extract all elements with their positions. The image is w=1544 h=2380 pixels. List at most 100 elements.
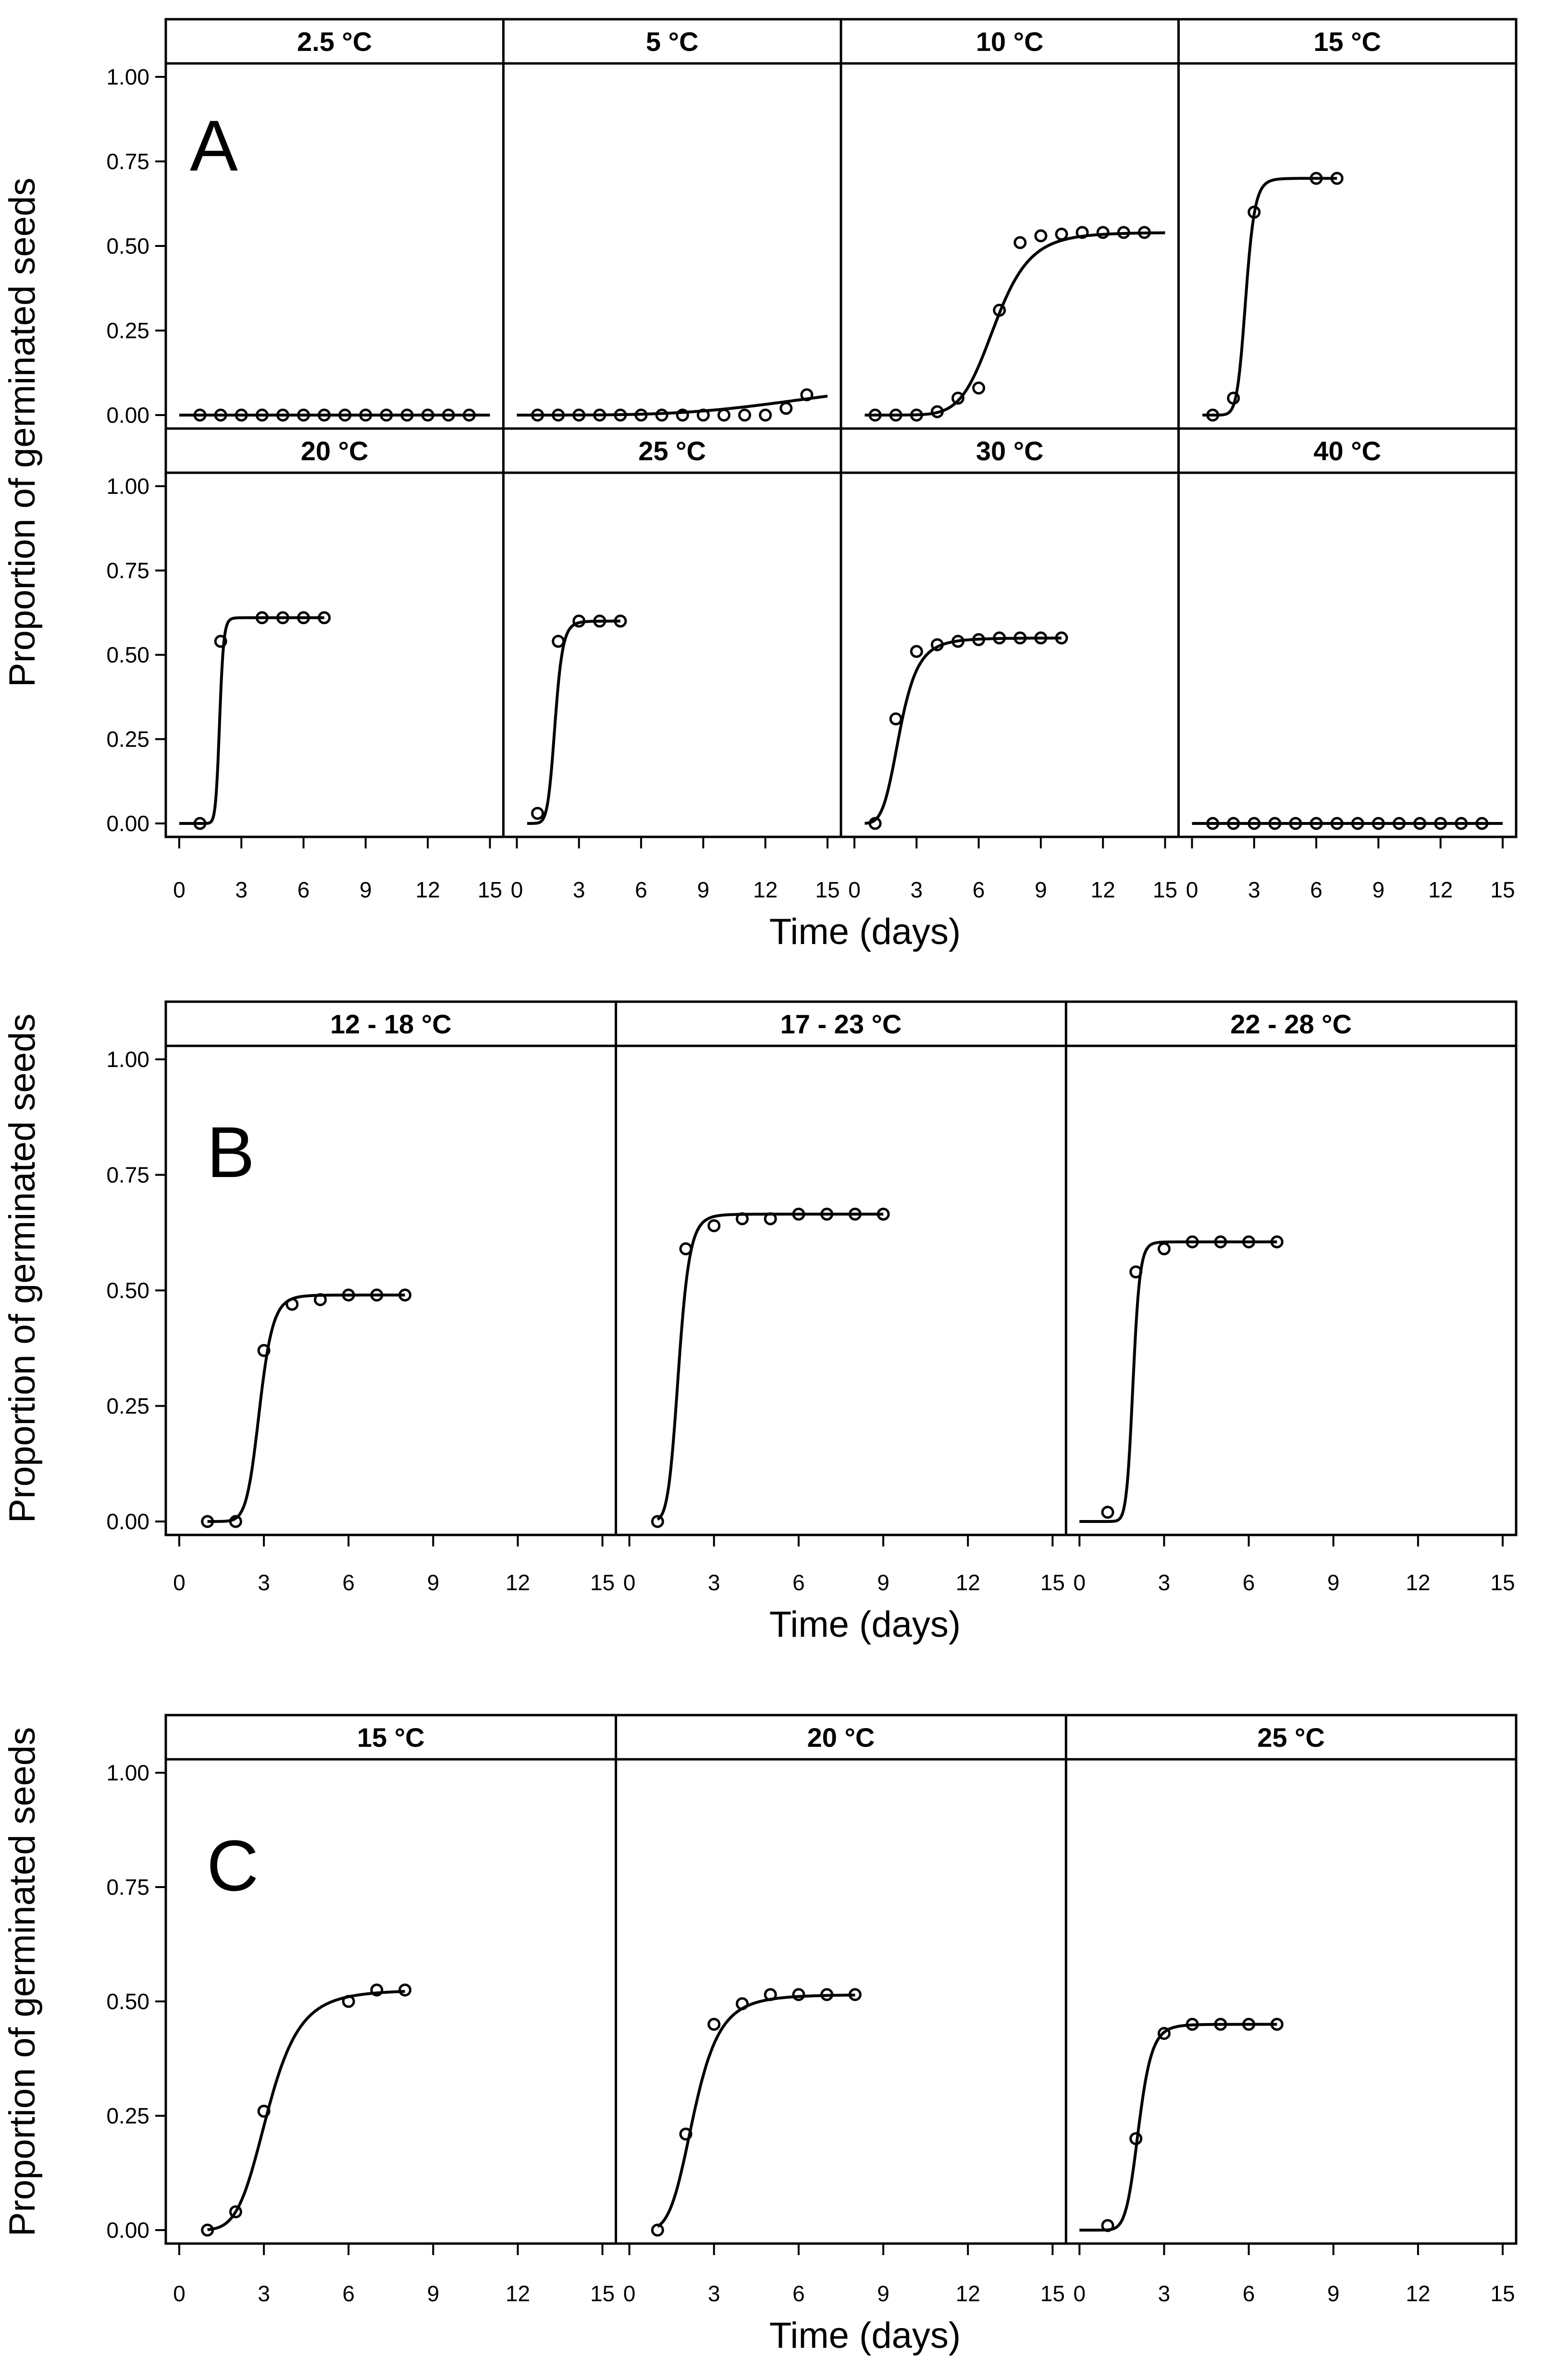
- x-tick-label: 3: [258, 2281, 270, 2306]
- x-tick-label: 3: [708, 1570, 720, 1595]
- data-point: [359, 408, 372, 422]
- data-point: [738, 408, 752, 422]
- data-point: [951, 635, 964, 648]
- x-tick-label: 3: [573, 877, 585, 902]
- data-point: [1393, 817, 1406, 830]
- y-tick-label: 0.00: [106, 2218, 149, 2243]
- data-point: [214, 635, 227, 648]
- x-tick-label: 12: [1091, 877, 1115, 902]
- x-tick-label: 0: [173, 1570, 185, 1595]
- x-tick-label: 9: [1327, 2281, 1340, 2306]
- data-point: [285, 1298, 299, 1311]
- data-point: [614, 408, 627, 422]
- data-point: [1186, 1235, 1199, 1249]
- data-point: [764, 1988, 777, 2001]
- x-tick-label: 3: [911, 877, 923, 902]
- data-point: [889, 712, 902, 725]
- strip-label: 25 °C: [1257, 1722, 1325, 1753]
- x-tick-label: 9: [359, 877, 372, 902]
- data-point: [736, 1212, 749, 1226]
- data-point: [1270, 2018, 1284, 2031]
- data-point: [736, 1997, 749, 2011]
- strip-label: 17 - 23 °C: [780, 1009, 902, 1039]
- y-tick-label: 0.75: [106, 1163, 149, 1188]
- data-point: [370, 1983, 383, 1997]
- data-point: [229, 1515, 242, 1528]
- y-tick-label: 0.50: [106, 1278, 149, 1303]
- data-point: [257, 1344, 271, 1357]
- strip-background: [503, 429, 841, 473]
- x-tick-label: 12: [506, 2281, 530, 2306]
- data-point: [1129, 1265, 1143, 1279]
- data-point: [1096, 226, 1110, 239]
- strip-label: 22 - 28 °C: [1230, 1009, 1352, 1039]
- panel: 12 - 18 °C 0.00 0.25 0.50 0.75 1.00: [106, 1002, 616, 1534]
- y-tick-label: 0.25: [106, 727, 149, 752]
- data-point: [1013, 631, 1027, 645]
- data-point: [201, 1515, 214, 1528]
- x-tick-label: 0: [173, 877, 185, 902]
- x-tick-label: 6: [1310, 877, 1322, 902]
- data-point: [1309, 172, 1323, 185]
- x-tick-label: 15: [815, 877, 840, 902]
- data-point: [1309, 817, 1323, 830]
- y-axis-title: Proportion of germinated seeds: [2, 1727, 43, 2236]
- data-point: [462, 408, 476, 422]
- strip-background: [166, 19, 504, 63]
- x-tick-label: 0: [848, 877, 861, 902]
- strip-background: [166, 429, 504, 473]
- strip-label: 2.5 °C: [297, 26, 372, 57]
- x-tick-label: 15: [478, 877, 502, 902]
- x-tick-label: 15: [1040, 2281, 1065, 2306]
- data-point: [820, 1988, 834, 2001]
- panel: 25 °C: [502, 429, 841, 837]
- x-tick-label: 6: [297, 877, 310, 902]
- data-point: [1206, 817, 1220, 830]
- panel: 10 °C: [840, 19, 1179, 429]
- data-point: [1248, 206, 1261, 219]
- y-tick-label: 0.50: [106, 642, 149, 667]
- strip-label: 10 °C: [976, 26, 1044, 57]
- fitted-curve: [1079, 1240, 1277, 1523]
- x-tick-label: 3: [1248, 877, 1260, 902]
- strip-background: [841, 429, 1179, 473]
- data-point: [1242, 1235, 1256, 1249]
- figure-letter: C: [207, 1825, 259, 1906]
- data-point: [868, 817, 882, 830]
- x-tick-label: 15: [1040, 1570, 1065, 1595]
- x-tick-label: 9: [697, 877, 710, 902]
- data-point: [257, 2104, 271, 2118]
- y-tick-label: 0.25: [106, 1394, 149, 1419]
- fitted-curve: [1079, 2023, 1277, 2232]
- x-tick-label: 3: [1158, 1570, 1171, 1595]
- figure-letter: A: [190, 105, 238, 186]
- x-tick-label: 12: [416, 877, 440, 902]
- data-point: [1371, 817, 1385, 830]
- y-tick-label: 0.25: [106, 2103, 149, 2128]
- y-tick-label: 1.00: [106, 64, 149, 89]
- figure-B: 12 - 18 °C 0.00 0.25 0.50 0.75 1.00 17 - 23 °C…: [2, 1000, 1518, 1645]
- panel: 20 °C: [615, 1715, 1066, 2244]
- strip-background: [1066, 1002, 1516, 1046]
- strip-background: [1066, 1715, 1516, 1759]
- y-tick-label: 0.00: [106, 811, 149, 836]
- x-tick-label: 0: [1186, 877, 1198, 902]
- x-tick-label: 12: [1428, 877, 1453, 902]
- x-tick-label: 0: [623, 2281, 636, 2306]
- data-point: [1137, 226, 1151, 239]
- data-point: [318, 408, 331, 422]
- strip-background: [1178, 429, 1516, 473]
- y-tick-label: 0.75: [106, 149, 149, 174]
- data-point: [572, 614, 586, 628]
- data-point: [297, 408, 310, 422]
- figure-C: 15 °C 0.00 0.25 0.50 0.75 1.00 20 °C 25 °C 0 3 6 9 1…: [2, 1714, 1518, 2356]
- y-tick-label: 0.75: [106, 558, 149, 583]
- x-tick-label: 15: [1490, 877, 1515, 902]
- fitted-curve: [179, 616, 324, 825]
- data-point: [1101, 1506, 1114, 1519]
- strip-label: 15 °C: [357, 1722, 425, 1753]
- data-point: [1034, 229, 1048, 243]
- data-point: [1268, 817, 1282, 830]
- data-point: [972, 633, 986, 646]
- strip-label: 12 - 18 °C: [330, 1009, 452, 1039]
